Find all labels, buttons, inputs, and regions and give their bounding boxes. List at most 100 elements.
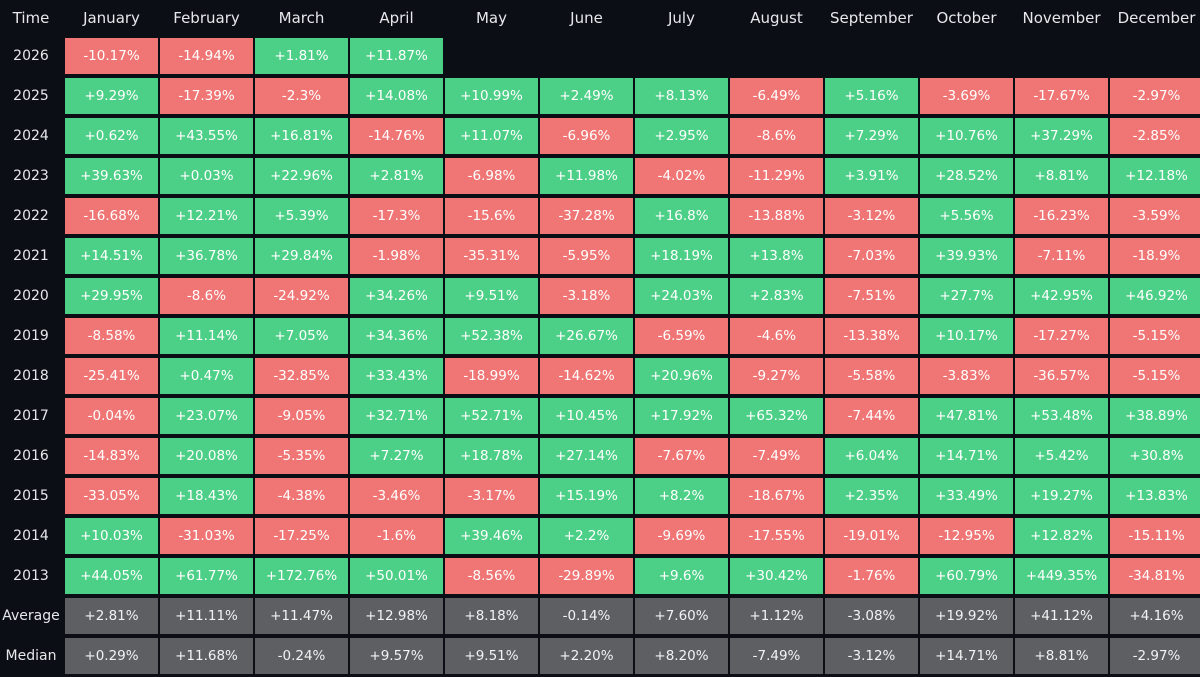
- return-cell: +30.42%: [730, 558, 823, 594]
- return-cell: -17.55%: [730, 518, 823, 554]
- return-cell: -1.98%: [350, 238, 443, 274]
- return-cell: +18.43%: [160, 478, 253, 514]
- return-cell: -14.62%: [540, 358, 633, 394]
- summary-cell: +14.71%: [920, 638, 1013, 674]
- return-cell: -19.01%: [825, 518, 918, 554]
- column-header: August: [750, 9, 803, 27]
- summary-cell: +0.29%: [65, 638, 158, 674]
- summary-cell: +2.20%: [540, 638, 633, 674]
- year-label: 2021: [13, 248, 49, 264]
- return-cell: +8.81%: [1015, 158, 1108, 194]
- summary-cell: +19.92%: [920, 598, 1013, 634]
- return-cell: -16.23%: [1015, 198, 1108, 234]
- return-cell: -9.27%: [730, 358, 823, 394]
- year-label: 2023: [13, 168, 49, 184]
- return-cell: +5.56%: [920, 198, 1013, 234]
- return-cell: +5.16%: [825, 78, 918, 114]
- return-cell: -14.76%: [350, 118, 443, 154]
- return-cell: +14.51%: [65, 238, 158, 274]
- column-header: July: [668, 9, 695, 27]
- return-cell: +34.26%: [350, 278, 443, 314]
- return-cell: -36.57%: [1015, 358, 1108, 394]
- summary-cell: +7.60%: [635, 598, 728, 634]
- return-cell: -7.67%: [635, 438, 728, 474]
- column-header: February: [173, 9, 240, 27]
- return-cell: -34.81%: [1110, 558, 1200, 594]
- column-header: December: [1117, 9, 1196, 27]
- return-cell: -17.27%: [1015, 318, 1108, 354]
- return-cell: +60.79%: [920, 558, 1013, 594]
- return-cell: -18.9%: [1110, 238, 1200, 274]
- return-cell: +52.71%: [445, 398, 538, 434]
- return-cell: +18.19%: [635, 238, 728, 274]
- return-cell: +2.49%: [540, 78, 633, 114]
- return-cell: -5.15%: [1110, 318, 1200, 354]
- return-cell: +2.81%: [350, 158, 443, 194]
- return-cell: +53.48%: [1015, 398, 1108, 434]
- return-cell: +33.49%: [920, 478, 1013, 514]
- return-cell: -5.15%: [1110, 358, 1200, 394]
- year-label: 2017: [13, 408, 49, 424]
- column-header: September: [830, 9, 913, 27]
- return-cell: -2.3%: [255, 78, 348, 114]
- return-cell: -8.56%: [445, 558, 538, 594]
- return-cell: -9.69%: [635, 518, 728, 554]
- return-cell: -31.03%: [160, 518, 253, 554]
- return-cell: -32.85%: [255, 358, 348, 394]
- return-cell: +12.18%: [1110, 158, 1200, 194]
- return-cell: +22.96%: [255, 158, 348, 194]
- year-label: 2019: [13, 328, 49, 344]
- return-cell: +8.13%: [635, 78, 728, 114]
- summary-cell: +41.12%: [1015, 598, 1108, 634]
- return-cell: -17.3%: [350, 198, 443, 234]
- return-cell: +34.36%: [350, 318, 443, 354]
- return-cell: -1.6%: [350, 518, 443, 554]
- return-cell: +26.67%: [540, 318, 633, 354]
- return-cell: +0.62%: [65, 118, 158, 154]
- return-cell: -6.49%: [730, 78, 823, 114]
- summary-cell: -2.97%: [1110, 638, 1200, 674]
- return-cell: +3.91%: [825, 158, 918, 194]
- return-cell: -17.67%: [1015, 78, 1108, 114]
- year-label: 2015: [13, 488, 49, 504]
- year-label: 2016: [13, 448, 49, 464]
- return-cell: +2.35%: [825, 478, 918, 514]
- return-cell: +19.27%: [1015, 478, 1108, 514]
- return-cell: -8.58%: [65, 318, 158, 354]
- return-cell: -8.6%: [160, 278, 253, 314]
- return-cell: +47.81%: [920, 398, 1013, 434]
- return-cell: +9.51%: [445, 278, 538, 314]
- return-cell: -11.29%: [730, 158, 823, 194]
- return-cell: +2.83%: [730, 278, 823, 314]
- return-cell: +17.92%: [635, 398, 728, 434]
- year-label: 2022: [13, 208, 49, 224]
- summary-cell: +9.51%: [445, 638, 538, 674]
- year-label: 2018: [13, 368, 49, 384]
- return-cell: +11.98%: [540, 158, 633, 194]
- return-cell: +37.29%: [1015, 118, 1108, 154]
- return-cell: +11.14%: [160, 318, 253, 354]
- return-cell: -6.59%: [635, 318, 728, 354]
- return-cell: -7.51%: [825, 278, 918, 314]
- return-cell: -14.83%: [65, 438, 158, 474]
- return-cell: +20.08%: [160, 438, 253, 474]
- return-cell: -5.35%: [255, 438, 348, 474]
- return-cell: +10.76%: [920, 118, 1013, 154]
- return-cell: +42.95%: [1015, 278, 1108, 314]
- return-cell: +12.21%: [160, 198, 253, 234]
- return-cell: -1.76%: [825, 558, 918, 594]
- return-cell: +39.63%: [65, 158, 158, 194]
- return-cell: +11.07%: [445, 118, 538, 154]
- return-cell: -7.49%: [730, 438, 823, 474]
- return-cell: +11.87%: [350, 38, 443, 74]
- return-cell: -4.6%: [730, 318, 823, 354]
- return-cell: +44.05%: [65, 558, 158, 594]
- return-cell: +14.08%: [350, 78, 443, 114]
- return-cell: -16.68%: [65, 198, 158, 234]
- return-cell: -35.31%: [445, 238, 538, 274]
- return-cell: +7.29%: [825, 118, 918, 154]
- return-cell: +29.84%: [255, 238, 348, 274]
- return-cell: +8.2%: [635, 478, 728, 514]
- return-cell: -6.98%: [445, 158, 538, 194]
- year-label: 2024: [13, 128, 49, 144]
